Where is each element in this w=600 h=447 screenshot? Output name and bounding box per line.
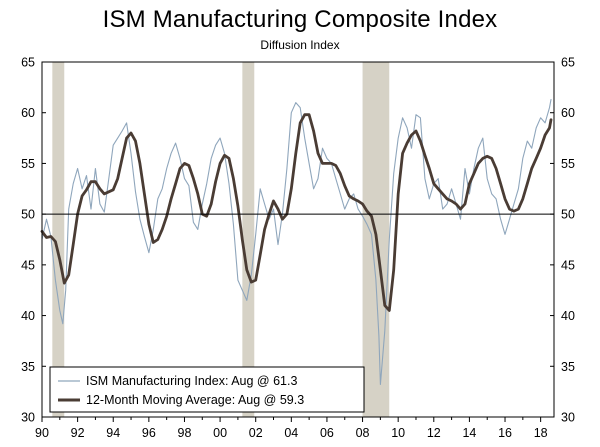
y-tick-label-right: 35 bbox=[561, 360, 575, 374]
recession-shading-group bbox=[52, 62, 390, 417]
x-tick-label: 90 bbox=[35, 426, 49, 440]
x-tick-label: 00 bbox=[213, 426, 227, 440]
x-tick-label: 96 bbox=[142, 426, 156, 440]
plot-frame bbox=[41, 61, 555, 418]
y-tick-label-left: 35 bbox=[21, 360, 35, 374]
y-tick-label-right: 45 bbox=[561, 258, 575, 272]
x-tick-label: 04 bbox=[284, 426, 298, 440]
x-tick-label: 08 bbox=[356, 426, 370, 440]
x-tick-label: 98 bbox=[178, 426, 192, 440]
y-tick-label-left: 45 bbox=[21, 258, 35, 272]
x-tick-label: 94 bbox=[106, 426, 120, 440]
series-line-moving-average bbox=[40, 113, 553, 312]
chart-title: ISM Manufacturing Composite Index bbox=[102, 6, 498, 33]
chart-subtitle: Diffusion Index bbox=[260, 38, 340, 52]
recession-band-2 bbox=[242, 62, 255, 417]
y-tick-label-right: 60 bbox=[561, 106, 575, 120]
y-tick-label-left: 55 bbox=[21, 157, 35, 171]
recession-band-1 bbox=[52, 62, 65, 417]
y-tick-label-left: 50 bbox=[21, 208, 35, 222]
y-tick-label-right: 50 bbox=[561, 208, 575, 222]
x-axis: 90 92 94 96 98 00 02 04 06 08 10 12 14 16 18 bbox=[35, 417, 548, 440]
y-tick-label-left: 30 bbox=[21, 411, 35, 425]
y-tick-label-right: 65 bbox=[561, 56, 575, 70]
x-tick-label: 16 bbox=[498, 426, 512, 440]
x-tick-label: 02 bbox=[249, 426, 263, 440]
y-tick-label-right: 30 bbox=[561, 411, 575, 425]
x-tick-label: 14 bbox=[462, 426, 476, 440]
x-tick-label: 18 bbox=[534, 426, 548, 440]
legend-box bbox=[49, 366, 365, 413]
legend-label-ism: ISM Manufacturing Index: Aug @ 61.3 bbox=[86, 374, 297, 388]
x-tick-label: 92 bbox=[71, 426, 85, 440]
legend-label-moving-average: 12-Month Moving Average: Aug @ 59.3 bbox=[86, 393, 304, 407]
x-tick-label: 06 bbox=[320, 426, 334, 440]
y-tick-label-right: 40 bbox=[561, 309, 575, 323]
legend: ISM Manufacturing Index: Aug @ 61.3 12-M… bbox=[49, 366, 365, 413]
x-tick-label: 12 bbox=[427, 426, 441, 440]
y-tick-label-left: 65 bbox=[21, 56, 35, 70]
series-group bbox=[40, 98, 553, 386]
y-axis-right: 30 35 40 45 50 55 60 65 bbox=[550, 56, 575, 425]
y-axis-left: 30 35 40 45 50 55 60 65 bbox=[21, 56, 46, 425]
x-tick-label: 10 bbox=[391, 426, 405, 440]
y-tick-label-left: 60 bbox=[21, 106, 35, 120]
y-tick-label-right: 55 bbox=[561, 157, 575, 171]
y-tick-label-left: 40 bbox=[21, 309, 35, 323]
series-line-ism bbox=[41, 98, 552, 386]
